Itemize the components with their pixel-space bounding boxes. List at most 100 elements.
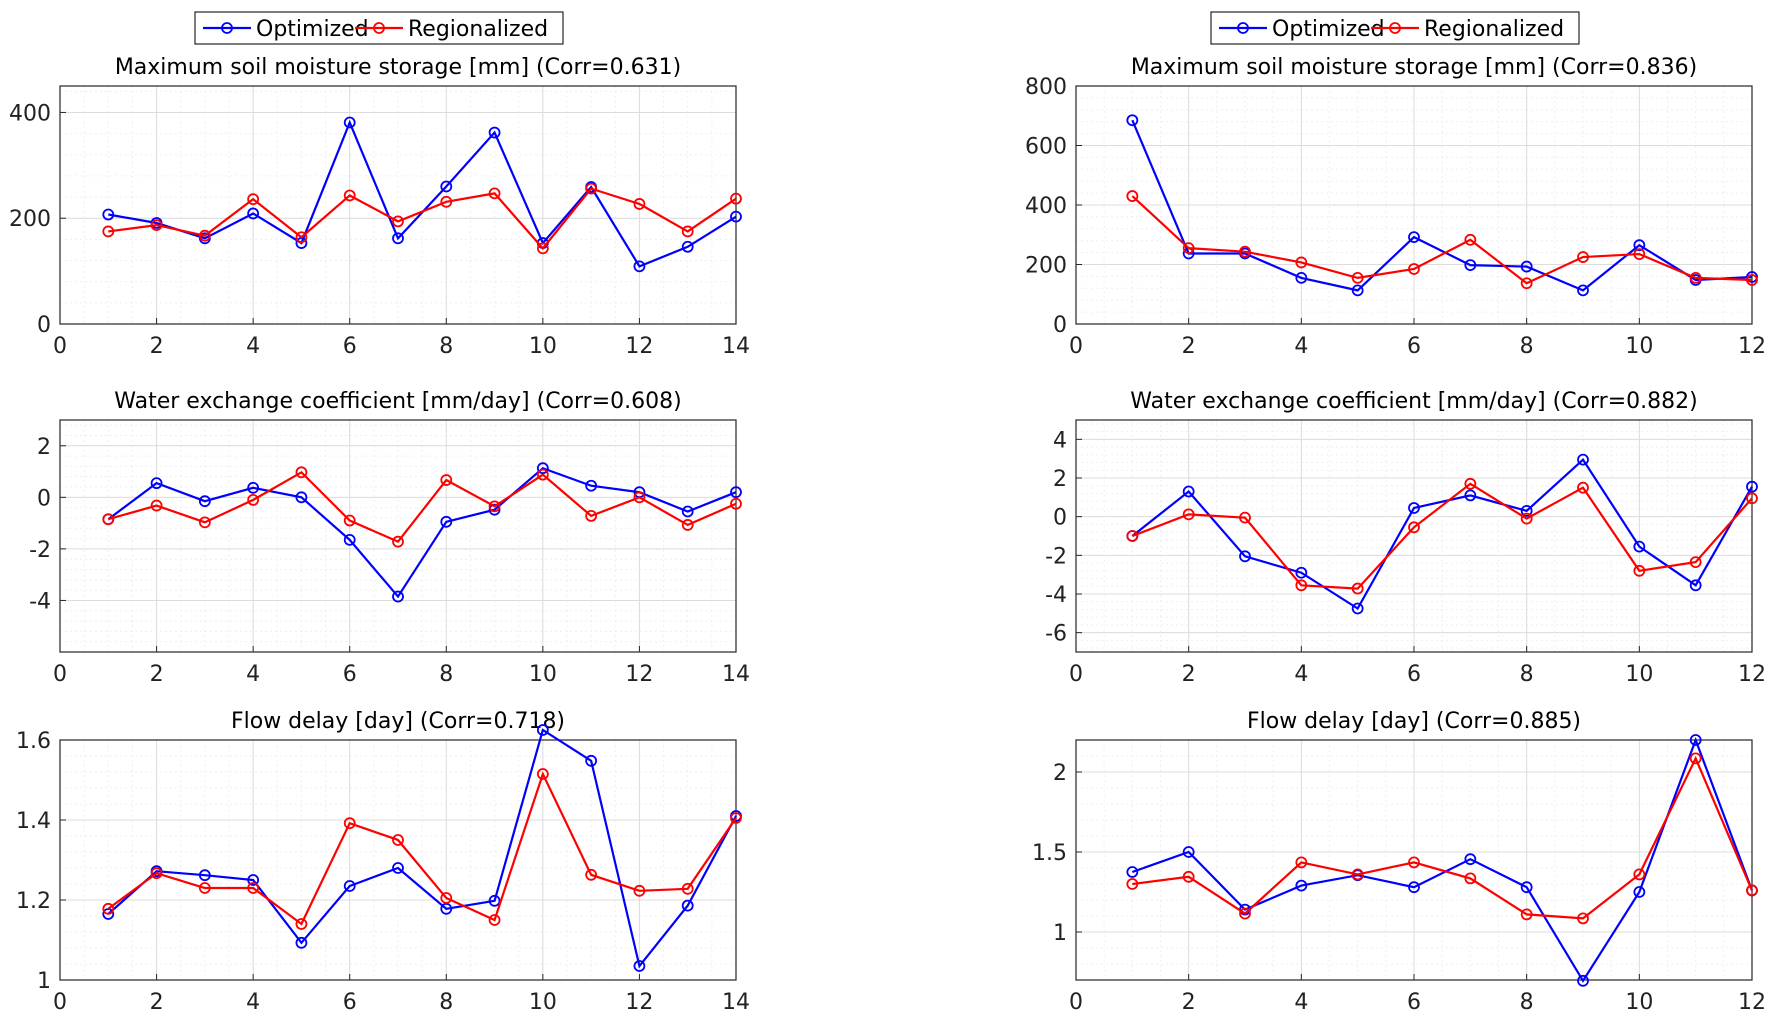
optimized-data-point	[730, 486, 742, 499]
x-tick-label: 0	[53, 334, 67, 359]
regionalized-data-point	[1182, 870, 1195, 883]
x-tick-label: 6	[343, 662, 357, 687]
x-tick-label: 2	[1182, 990, 1196, 1015]
optimized-data-point	[343, 533, 356, 546]
regionalized-data-point	[295, 231, 308, 244]
x-tick-label: 0	[1069, 334, 1083, 359]
optimized-data-point	[1577, 284, 1589, 297]
axes-frame	[59, 85, 737, 325]
optimized-data-point	[1633, 540, 1646, 553]
optimized-data-point	[1295, 566, 1308, 579]
optimized-data-point	[681, 240, 694, 253]
regionalized-data-point	[102, 225, 115, 238]
y-tick-label: 1.6	[16, 729, 51, 754]
optimized-data-point	[1126, 114, 1139, 127]
regionalized-data-point	[440, 474, 453, 486]
regionalized-data-point	[633, 198, 646, 210]
x-tick-label: 4	[1294, 662, 1308, 687]
regionalized-data-point	[1351, 271, 1364, 284]
y-tick-label: 1	[37, 969, 51, 994]
optimized-data-point	[1464, 259, 1477, 271]
optimized-data-point	[440, 180, 453, 193]
regionalized-data-point	[1464, 233, 1477, 246]
optimized-data-point	[1746, 480, 1758, 493]
regionalized-data-point	[198, 229, 211, 242]
x-tick-label: 6	[1407, 990, 1421, 1015]
regionalized-data-point	[1577, 251, 1589, 263]
optimized-data-point	[392, 232, 404, 245]
regionalized-data-point	[150, 867, 163, 880]
y-tick-label: 400	[9, 101, 51, 126]
regionalized-data-point	[150, 499, 163, 512]
x-tick-label: 12	[1738, 334, 1766, 359]
chart-title: Flow delay [day] (Corr=0.885)	[1247, 709, 1581, 734]
regionalized-data-point	[633, 491, 646, 504]
x-tick-label: 6	[343, 334, 357, 359]
regionalized-series-line	[107, 470, 737, 544]
x-tick-label: 10	[1625, 662, 1653, 687]
x-tick-label: 2	[150, 990, 164, 1015]
optimized-data-point	[1520, 881, 1533, 894]
regionalized-data-point	[150, 219, 163, 231]
optimized-data-point	[488, 894, 501, 907]
regionalized-data-point	[392, 535, 404, 548]
chart-title: Maximum soil moisture storage [mm] (Corr…	[115, 55, 681, 80]
regionalized-data-point	[1633, 248, 1646, 260]
regionalized-data-point	[198, 516, 211, 529]
y-tick-label: 1.2	[16, 889, 51, 914]
x-tick-label: 14	[722, 662, 750, 687]
regionalized-data-point	[1689, 752, 1702, 765]
regionalized-data-point	[247, 494, 260, 506]
x-tick-label: 10	[529, 990, 557, 1015]
x-tick-label: 0	[1069, 662, 1083, 687]
x-tick-label: 8	[439, 662, 453, 687]
x-tick-label: 6	[1407, 334, 1421, 359]
x-tick-label: 12	[625, 990, 653, 1015]
regionalized-data-point	[585, 182, 598, 195]
chart-panel-5: 0 2 4 6 8 10 12 -6 -4 -2 0 2 4 Water exchange coeffic…	[1045, 389, 1766, 687]
optimized-data-point	[1408, 502, 1420, 514]
x-tick-label: 0	[1069, 990, 1083, 1015]
optimized-data-point	[295, 936, 308, 949]
regionalized-data-point	[1126, 190, 1139, 202]
legend-marker-regionalized	[1389, 22, 1401, 34]
y-tick-label: 1	[1053, 921, 1067, 946]
regionalized-data-point	[1633, 868, 1646, 881]
regionalized-series-line	[108, 187, 737, 251]
y-tick-label: 400	[1025, 194, 1067, 219]
optimized-data-point	[585, 479, 598, 492]
regionalized-data-point	[1408, 856, 1420, 869]
regionalized-data-point	[730, 497, 742, 510]
regionalized-data-point	[440, 892, 453, 904]
optimized-data-point	[392, 862, 404, 874]
legend-label-regionalized: Regionalized	[408, 17, 548, 42]
optimized-data-point	[198, 869, 211, 882]
x-tick-label: 4	[1294, 990, 1308, 1015]
y-tick-label: 0	[1053, 313, 1067, 338]
x-tick-label: 2	[150, 334, 164, 359]
regionalized-data-point	[1239, 907, 1251, 920]
optimized-data-point	[1633, 239, 1646, 252]
legend-label-regionalized: Regionalized	[1424, 17, 1564, 42]
regionalized-data-point	[585, 868, 598, 881]
optimized-series-line	[1131, 457, 1753, 611]
regionalized-data-point	[392, 834, 404, 846]
optimized-data-point	[488, 126, 501, 139]
optimized-data-point	[343, 880, 356, 892]
regionalized-data-point	[247, 193, 260, 206]
x-tick-label: 8	[1520, 662, 1534, 687]
optimized-data-point	[295, 491, 308, 504]
regionalized-data-point	[1126, 878, 1139, 890]
regionalized-data-point	[488, 914, 501, 926]
plot-area	[60, 86, 736, 324]
axes-frame	[59, 739, 737, 981]
optimized-data-point	[1182, 846, 1195, 858]
regionalized-data-point	[1295, 256, 1308, 269]
x-tick-label: 6	[343, 990, 357, 1015]
chart-panel-4: 0 2 4 6 8 10 12 0 200 400 600 800 Maximum soil moist…	[1025, 11, 1766, 359]
optimized-data-point	[247, 207, 260, 220]
regionalized-data-point	[1520, 908, 1533, 921]
optimized-data-point	[1126, 866, 1139, 878]
y-tick-label: 0	[1053, 506, 1067, 531]
